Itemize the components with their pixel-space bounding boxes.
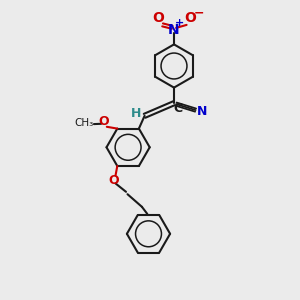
Text: N: N	[196, 105, 207, 119]
Text: N: N	[168, 23, 180, 37]
Text: O: O	[98, 116, 109, 128]
Text: +: +	[176, 18, 184, 28]
Text: O: O	[184, 11, 196, 25]
Text: CH₃: CH₃	[75, 118, 94, 128]
Text: −: −	[194, 7, 204, 20]
Text: O: O	[109, 174, 119, 187]
Text: O: O	[152, 11, 164, 25]
Text: C: C	[173, 101, 182, 115]
Text: H: H	[131, 107, 141, 120]
